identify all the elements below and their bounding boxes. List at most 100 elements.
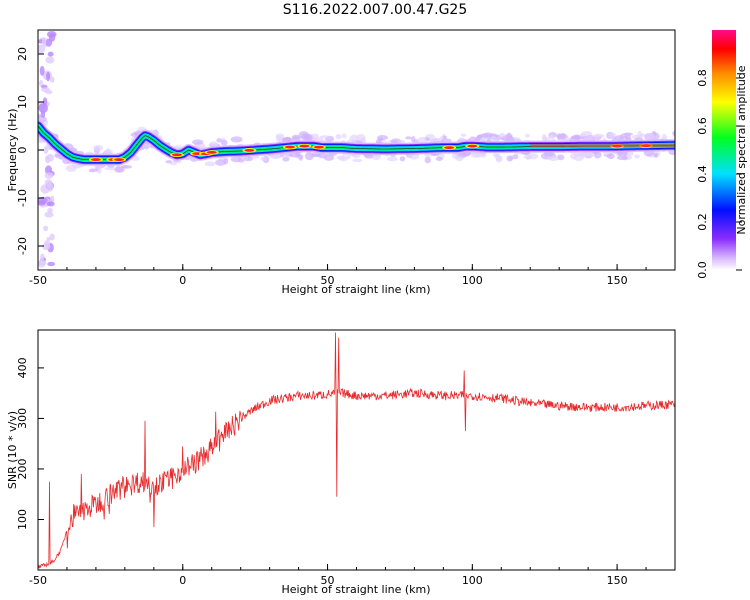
spectrogram-hotspot: [467, 144, 478, 148]
spectrogram-hotspot: [171, 153, 182, 157]
spectrogram-noise-blob: [399, 156, 406, 162]
snr-y-tick-label: 400: [16, 357, 29, 378]
spectrogram-noise-blob: [38, 44, 46, 54]
spectrogram-noise-blob: [39, 79, 44, 87]
spectrogram-noise-blob: [356, 134, 366, 142]
snr-x-tick-label: 0: [179, 574, 186, 587]
spectrogram-noise-blob: [215, 159, 227, 166]
spectrogram-noise-blob: [608, 132, 617, 139]
spectrogram-noise-blob: [41, 37, 47, 47]
spectrogram-noise-blob: [319, 135, 331, 139]
colorbar: 0.0 0.2 0.4 0.6 0.8 Normalized spectral ampl…: [696, 30, 748, 279]
spectrogram-noise-blob: [282, 156, 290, 162]
spectrogram-noise-blob: [49, 76, 55, 83]
spectrogram-noise-blob: [38, 200, 46, 206]
spectrogram-noise-blob: [474, 137, 481, 142]
spectrogram-hotspot: [299, 144, 310, 148]
spectrogram-noise-blob: [548, 134, 555, 139]
colorbar-gradient: [712, 30, 736, 270]
spectrogram-noise-blob: [470, 151, 480, 158]
spectrogram-noise-blob: [230, 136, 243, 143]
spectrogram-noise-blob: [352, 158, 363, 163]
spectrogram-noise-blob: [371, 154, 381, 161]
spectrogram-noise-blob: [336, 155, 346, 160]
spectrogram-noise-blob: [298, 155, 303, 161]
spectrogram-noise-blob: [486, 138, 491, 142]
spectrogram-noise-blob: [672, 130, 675, 136]
spectrogram-hotspot: [90, 158, 101, 162]
spectrogram-noise-blob: [616, 155, 629, 161]
spectrogram-noise-blob: [624, 132, 633, 136]
spectrogram-noise-blob: [556, 154, 565, 161]
spectrogram-noise-blob: [220, 139, 228, 146]
snr-ticks: -50 0 50 100 150 100 200 300 400: [16, 357, 676, 587]
spectrogram-hotspot: [114, 158, 125, 162]
spectrogram-hotspot: [444, 146, 455, 150]
spectrogram-noise-blob: [48, 33, 56, 42]
spectrogram-hotspot: [244, 148, 255, 152]
spectrogram-heatmap: [38, 31, 675, 268]
snr-y-label: SNR (10 * v/v): [6, 411, 19, 489]
spectrogram-y-tick-label: 20: [16, 47, 29, 61]
spectrogram-noise-blob: [40, 253, 45, 260]
spectrogram-noise-blob: [525, 133, 530, 138]
snr-panel: -50 0 50 100 150 100 200 300 400 Height of strai…: [6, 329, 676, 596]
spectrogram-x-tick-label: -50: [29, 274, 47, 287]
snr-frame: [37, 329, 676, 571]
spectrogram-noise-blob: [323, 154, 335, 161]
spectrogram-noise-blob: [46, 153, 55, 162]
colorbar-label: Normalized spectral amplitude: [735, 65, 748, 234]
spectrogram-noise-blob: [93, 144, 104, 151]
spectrogram-noise-blob: [424, 156, 431, 164]
spectrogram-noise-blob: [282, 137, 292, 142]
spectrogram-x-label: Height of straight line (km): [281, 283, 430, 296]
spectrogram-noise-blob: [560, 133, 566, 140]
spectrogram-noise-blob: [300, 133, 310, 141]
spectrogram-noise-blob: [260, 156, 266, 161]
snr-x-tick-label: 100: [462, 574, 483, 587]
spectrogram-noise-blob: [209, 141, 218, 147]
spectrogram-noise-blob: [44, 172, 54, 179]
snr-y-tick-label: 200: [16, 458, 29, 479]
spectrogram-ticks: -50 0 50 100 150 -20 -10 0 10 20: [16, 47, 676, 287]
colorbar-tick-label: 0.2: [696, 213, 709, 231]
snr-x-label: Height of straight line (km): [281, 583, 430, 596]
spectrogram-noise-blob: [42, 97, 48, 105]
colorbar-tick-label: 0.0: [696, 261, 709, 279]
spectrogram-noise-blob: [38, 103, 49, 114]
spectrogram-noise-blob: [44, 179, 53, 187]
spectrogram-noise-blob: [405, 136, 412, 140]
spectrogram-hotspot: [284, 145, 295, 149]
spectrogram-noise-blob: [345, 155, 351, 160]
snr-series-line: [38, 332, 675, 569]
colorbar-ticks: 0.0 0.2 0.4 0.6 0.8: [696, 69, 742, 279]
spectrogram-noise-blob: [250, 155, 260, 159]
spectrogram-noise-blob: [45, 56, 55, 64]
spectrogram-y-label: Frequency (Hz): [6, 109, 19, 192]
colorbar-tick-label: 0.4: [696, 165, 709, 183]
colorbar-tick-label: 0.8: [696, 69, 709, 87]
spectrogram-noise-blob: [46, 71, 51, 82]
snr-x-tick-label: 150: [607, 574, 628, 587]
spectrogram-hotspot: [206, 151, 217, 154]
spectrogram-noise-blob: [592, 133, 605, 139]
spectrogram-noise-blob: [192, 139, 204, 145]
spectrogram-noise-blob: [506, 155, 514, 162]
spectrogram-noise-blob: [204, 161, 216, 167]
spectrogram-noise-blob: [104, 166, 117, 171]
spectrogram-noise-blob: [216, 138, 222, 143]
spectrogram-noise-blob: [295, 151, 301, 157]
spectrogram-noise-blob: [512, 154, 519, 160]
spectrogram-noise-blob: [88, 168, 96, 173]
spectrogram-high-band: [530, 144, 675, 147]
spectrogram-y-tick-label: 0: [16, 147, 29, 154]
spectrogram-noise-blob: [633, 154, 640, 159]
spectrogram-noise-blob: [643, 132, 655, 141]
spectrogram-noise-blob: [230, 155, 242, 163]
spectrogram-noise-blob: [38, 260, 47, 266]
spectrogram-y-tick-label: -10: [16, 189, 29, 207]
spectrogram-y-tick-label: -20: [16, 237, 29, 255]
spectrogram-noise-blob: [341, 133, 347, 139]
spectrogram-noise-blob: [376, 135, 389, 141]
